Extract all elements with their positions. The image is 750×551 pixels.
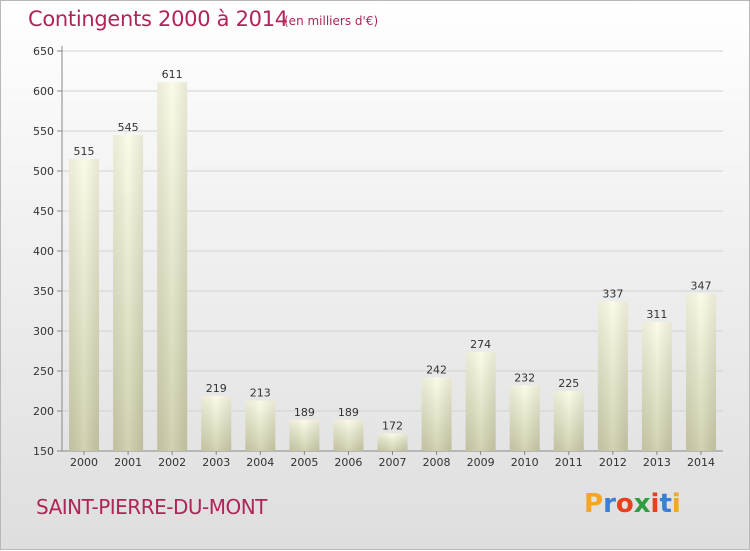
- bar-shade-2004: [245, 400, 276, 451]
- x-tick-label: 2012: [599, 456, 627, 469]
- bar-shade-2013: [641, 322, 672, 451]
- bar-shade-2009: [465, 351, 496, 451]
- bar-shade-2008: [421, 377, 452, 451]
- value-label: 242: [426, 363, 447, 376]
- x-tick-label: 2011: [555, 456, 583, 469]
- value-label: 172: [382, 419, 403, 432]
- bar-shade-2002: [157, 82, 188, 451]
- y-tick-label: 450: [33, 205, 54, 218]
- value-label: 545: [118, 121, 139, 134]
- logo-letter: i: [671, 489, 681, 519]
- y-tick-label: 550: [33, 125, 54, 138]
- x-tick-label: 2001: [114, 456, 142, 469]
- value-label: 515: [74, 145, 95, 158]
- x-tick-label: 2007: [379, 456, 407, 469]
- bars: [69, 82, 716, 451]
- bar-shade-2014: [685, 293, 716, 451]
- value-label: 213: [250, 387, 271, 400]
- logo-letter: t: [659, 489, 672, 519]
- x-tick-label: 2003: [202, 456, 230, 469]
- value-label: 337: [602, 287, 623, 300]
- logo-letter: P: [584, 489, 604, 519]
- y-tick-label: 300: [33, 325, 54, 338]
- proxiti-logo: Proxiti: [584, 489, 681, 519]
- x-tick-label: 2009: [467, 456, 495, 469]
- x-tick-label: 2010: [511, 456, 539, 469]
- value-labels: 515 545 611 219 213 189 189 172 242 274 232 225 337 3…: [74, 68, 712, 432]
- x-tick-label: 2014: [687, 456, 715, 469]
- bar-shade-2000: [69, 159, 100, 451]
- bar-shade-2012: [597, 301, 628, 451]
- y-tick-label: 200: [33, 405, 54, 418]
- value-label: 225: [558, 377, 579, 390]
- value-label: 219: [206, 382, 227, 395]
- x-tick-label: 2006: [334, 456, 362, 469]
- bar-shade-2005: [289, 419, 320, 451]
- logo-letter: r: [603, 489, 616, 519]
- x-tick-label: 2004: [246, 456, 274, 469]
- y-tick-label: 250: [33, 365, 54, 378]
- y-tick-label: 650: [33, 45, 54, 58]
- bar-shade-2001: [113, 135, 144, 451]
- chart-title: Contingents 2000 à 2014: [28, 7, 288, 31]
- bar-shade-2006: [333, 419, 364, 451]
- x-tick-label: 2013: [643, 456, 671, 469]
- value-label: 189: [338, 406, 359, 419]
- y-tick-label: 150: [33, 445, 54, 458]
- logo-letter: o: [615, 489, 634, 519]
- x-tick-label: 2002: [158, 456, 186, 469]
- value-label: 611: [162, 68, 183, 81]
- bar-shade-2007: [377, 433, 408, 451]
- x-tick-label: 2008: [423, 456, 451, 469]
- bar-shade-2003: [201, 395, 232, 451]
- logo-letter: x: [633, 489, 651, 519]
- commune-name: SAINT-PIERRE-DU-MONT: [36, 495, 267, 519]
- y-tick-label: 500: [33, 165, 54, 178]
- y-tick-label: 350: [33, 285, 54, 298]
- value-label: 274: [470, 338, 491, 351]
- bar-shade-2011: [553, 391, 584, 451]
- x-tick-label: 2000: [70, 456, 98, 469]
- x-tick-label: 2005: [290, 456, 318, 469]
- bar-shade-2010: [509, 385, 540, 451]
- value-label: 232: [514, 371, 535, 384]
- value-label: 311: [646, 308, 667, 321]
- chart-subtitle: (en milliers d'€): [284, 14, 379, 28]
- value-label: 189: [294, 406, 315, 419]
- value-label: 347: [690, 279, 711, 292]
- y-tick-label: 600: [33, 85, 54, 98]
- logo-letter: i: [650, 489, 660, 519]
- y-tick-label: 400: [33, 245, 54, 258]
